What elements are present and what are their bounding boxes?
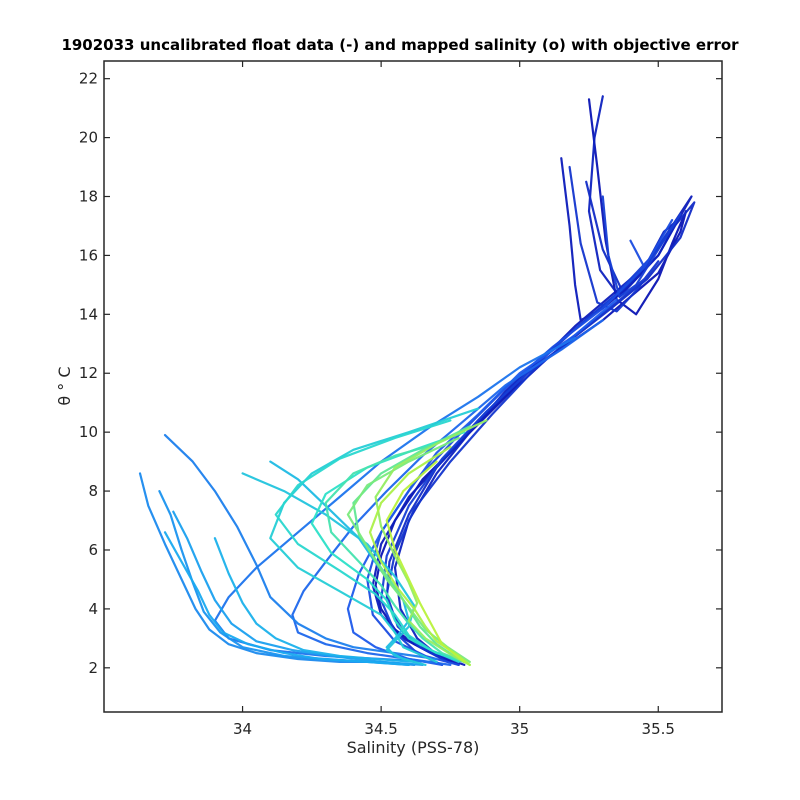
y-tick-label: 22 <box>79 70 98 88</box>
y-tick-label: 14 <box>79 305 98 323</box>
x-tick-label: 35 <box>510 720 529 738</box>
y-tick-label: 6 <box>88 541 98 559</box>
y-tick-label: 4 <box>88 600 98 618</box>
x-ticks: 34 34.5 35 35.5 <box>233 61 675 738</box>
x-axis-label: Salinity (PSS-78) <box>347 738 480 757</box>
x-tick-label: 34 <box>233 720 252 738</box>
y-axis-label: θ ° C <box>55 366 74 405</box>
profile-line-5 <box>385 165 660 664</box>
profile-line-23 <box>352 425 471 661</box>
profile-line-16 <box>213 537 416 664</box>
profile-line-20 <box>274 419 460 664</box>
y-tick-label: 18 <box>79 188 98 206</box>
y-tick-label: 20 <box>79 129 98 147</box>
profile-line-22 <box>324 442 466 664</box>
y-tick-label: 10 <box>79 423 98 441</box>
axes-box <box>103 60 723 713</box>
profile-line-25 <box>374 419 488 667</box>
plot-area: 34 34.5 35 35.5 2 4 6 8 10 12 14 16 18 20 22 <box>79 60 723 738</box>
y-ticks: 2 4 6 8 10 12 14 16 18 20 22 <box>79 70 722 677</box>
profile-line-19 <box>269 407 480 664</box>
x-tick-label: 34.5 <box>364 720 397 738</box>
y-tick-label: 2 <box>88 659 98 677</box>
profile-line-8 <box>346 298 618 667</box>
series-layer <box>138 95 696 667</box>
y-tick-label: 8 <box>88 482 98 500</box>
profile-line-15 <box>163 531 410 667</box>
profile-line-12 <box>138 472 416 667</box>
profile-line-18 <box>241 472 427 667</box>
y-tick-label: 12 <box>79 364 98 382</box>
chart-title: 1902033 uncalibrated float data (-) and … <box>61 36 739 54</box>
profile-line-27 <box>385 460 466 664</box>
profile-line-10 <box>213 336 577 664</box>
y-tick-label: 16 <box>79 246 98 264</box>
profile-line-11 <box>163 434 438 661</box>
profile-line-14 <box>172 510 424 667</box>
x-tick-label: 35.5 <box>642 720 675 738</box>
